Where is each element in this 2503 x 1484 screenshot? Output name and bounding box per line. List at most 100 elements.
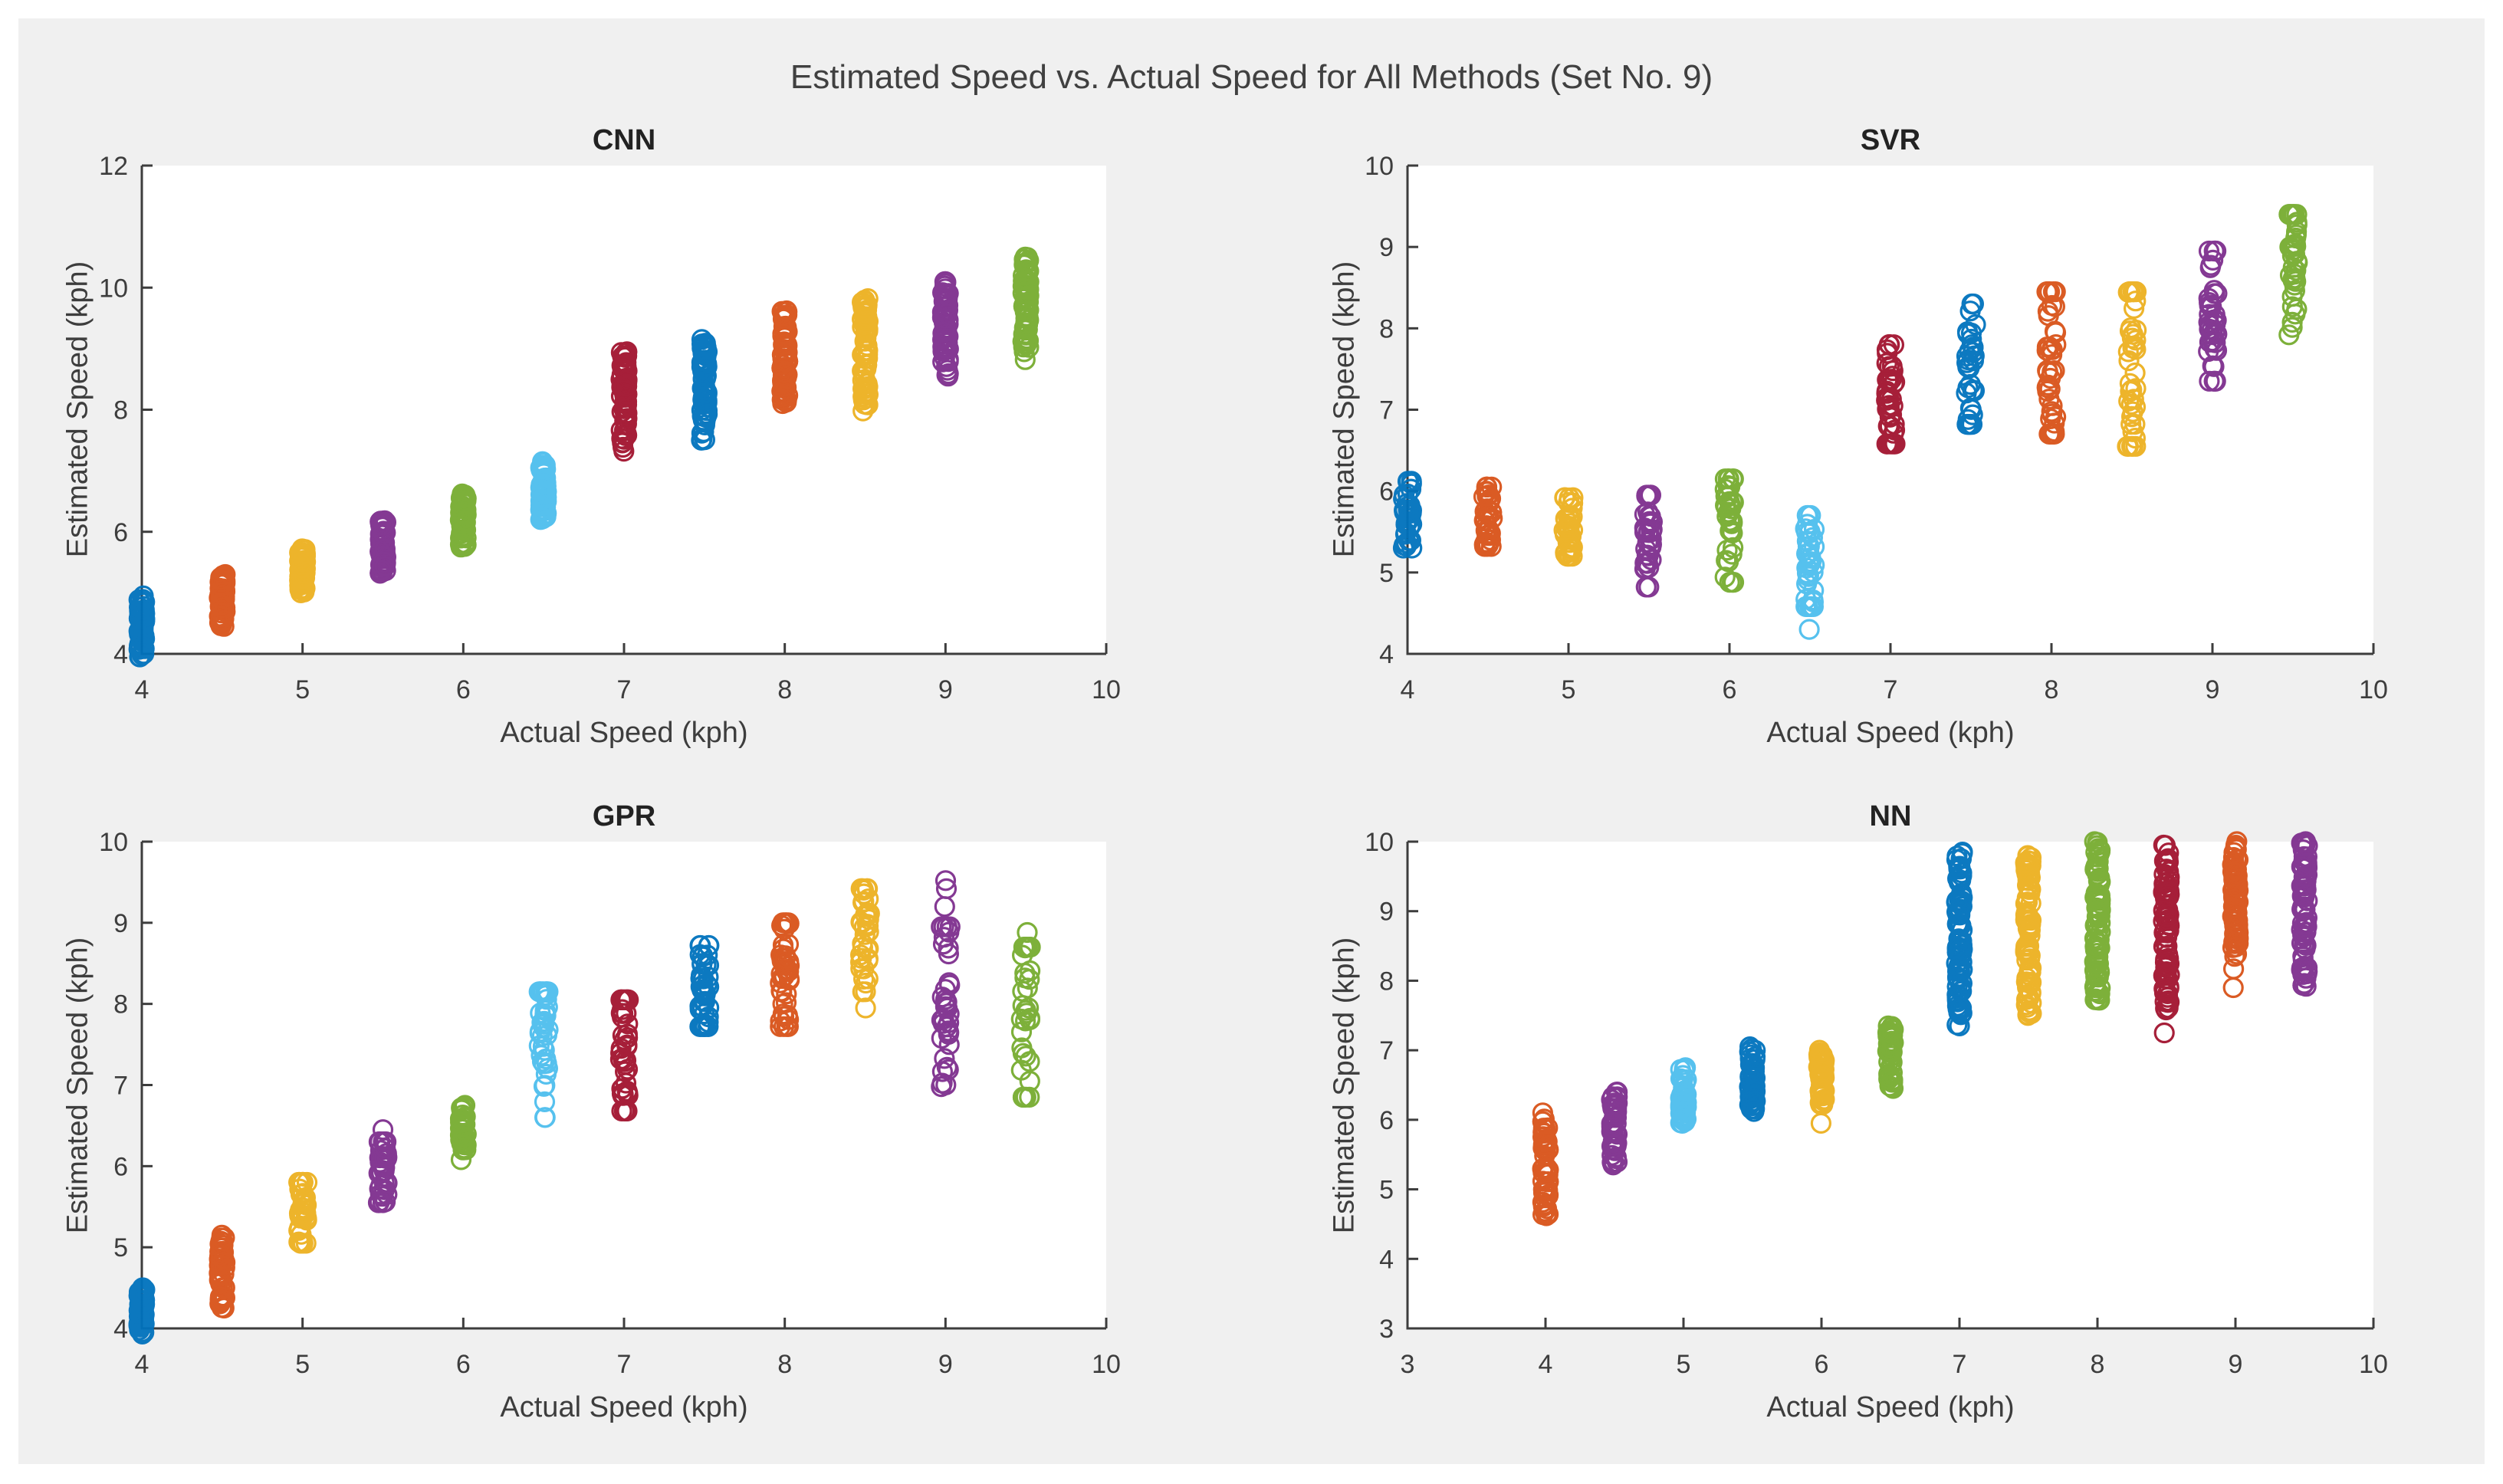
cluster-x9.5 [2291, 831, 2318, 997]
cluster-x4.5 [209, 1224, 236, 1319]
tick-labels: 3 4 5 6 7 8 9 10 3 4 5 6 7 8 9 10 [1365, 828, 2388, 1379]
cluster-x4 [128, 1277, 156, 1345]
x-tick-label: 9 [2206, 675, 2220, 704]
x-tick-label: 5 [1562, 675, 1576, 704]
axes [1406, 164, 2375, 655]
outlier-point [935, 878, 958, 900]
x-axis-label-svr: Actual Speed (kph) [1766, 717, 2015, 749]
x-tick-label: 10 [2359, 1350, 2388, 1379]
cluster-x4.5 [1473, 476, 1503, 557]
x-tick-label: 9 [2229, 1350, 2243, 1379]
figure-title: Estimated Speed vs. Actual Speed for All… [790, 58, 1713, 96]
cluster-x9 [2222, 831, 2249, 999]
cluster-x9.5 [1010, 921, 1041, 1108]
y-axis-label-nn: Estimated Speed (kph) [1328, 937, 1361, 1234]
subplot-title-gpr: GPR [592, 800, 656, 832]
cluster-x6.5 [1877, 1015, 1904, 1099]
y-tick-label: 6 [1379, 1106, 1394, 1135]
cluster-x9.5 [1012, 246, 1040, 370]
cluster-x7.5 [1956, 293, 1986, 435]
cluster-x8 [2084, 831, 2111, 1011]
cluster-x4 [1532, 1102, 1559, 1226]
y-tick-label: 4 [1379, 640, 1394, 669]
subplot-gpr: 4 5 6 7 8 9 10 4 5 6 7 8 9 10 [99, 828, 1121, 1379]
cluster-x4 [1392, 471, 1423, 559]
y-tick-label: 6 [1379, 478, 1394, 507]
cluster-x7.5 [2015, 845, 2042, 1026]
cluster-x5.5 [1739, 1036, 1766, 1122]
x-tick-label: 9 [938, 1350, 953, 1379]
cluster-x8.5 [851, 288, 879, 422]
y-tick-label: 6 [113, 518, 128, 547]
y-tick-label: 7 [1379, 396, 1394, 425]
x-tick-label: 8 [2091, 1350, 2105, 1379]
x-axis-label-nn: Actual Speed (kph) [1766, 1391, 2015, 1423]
y-tick-label: 9 [1379, 898, 1394, 927]
cluster-x7 [610, 341, 638, 462]
outlier-point [1014, 349, 1036, 370]
x-tick-label: 4 [1539, 1350, 1553, 1379]
x-tick-label: 9 [938, 675, 953, 704]
cluster-x8.5 [2117, 281, 2147, 457]
outlier-point [2153, 1022, 2175, 1044]
outlier-point [1810, 1112, 1831, 1134]
cluster-x4 [128, 585, 156, 668]
subplot-cnn: 4 5 6 7 8 9 10 4 6 8 10 12 [99, 152, 1121, 704]
x-tick-label: 8 [2045, 675, 2059, 704]
y-tick-label: 10 [99, 828, 128, 857]
cluster-x9 [2198, 240, 2228, 392]
axes [1406, 840, 2375, 1330]
y-tick-label: 8 [113, 396, 128, 425]
x-tick-label: 6 [456, 1350, 471, 1379]
x-axis-label-gpr: Actual Speed (kph) [500, 1391, 748, 1423]
outlier-point [2223, 958, 2245, 980]
cluster-x8.5 [849, 878, 880, 1019]
y-tick-label: 7 [113, 1072, 128, 1101]
cluster-x6 [1808, 1039, 1835, 1134]
outlier-point [855, 997, 876, 1019]
y-tick-label: 3 [1379, 1315, 1394, 1344]
subplot-nn: 3 4 5 6 7 8 9 10 3 4 5 6 7 8 9 10 [1365, 828, 2388, 1379]
cluster-x5 [289, 538, 317, 604]
outlier-point [852, 400, 874, 422]
cluster-x5 [1670, 1057, 1697, 1134]
y-tick-label: 4 [113, 640, 128, 669]
cluster-x7 [1946, 841, 1973, 1037]
cluster-x6 [449, 1095, 477, 1170]
cluster-x7.5 [689, 934, 720, 1037]
y-tick-label: 4 [1379, 1245, 1394, 1274]
cluster-x6.5 [530, 451, 557, 530]
tick-labels: 4 5 6 7 8 9 10 4 5 6 7 8 9 10 [99, 828, 1121, 1379]
outlier-point [935, 870, 957, 891]
x-tick-label: 7 [617, 675, 632, 704]
cluster-x6.5 [1795, 504, 1825, 640]
cluster-x9 [931, 271, 959, 387]
y-tick-label: 9 [1379, 233, 1394, 262]
y-tick-label: 8 [113, 990, 128, 1019]
y-axis-label-svr: Estimated Speed (kph) [1328, 261, 1361, 558]
x-tick-label: 5 [1677, 1350, 1691, 1379]
y-tick-label: 10 [1365, 152, 1394, 181]
x-tick-label: 3 [1401, 1350, 1415, 1379]
cluster-x4.5 [1601, 1081, 1628, 1176]
x-tick-label: 7 [1884, 675, 1898, 704]
subplot-title-nn: NN [1869, 800, 1912, 832]
outlier-point [450, 1149, 472, 1170]
cluster-x5.5 [1634, 484, 1663, 598]
y-tick-label: 7 [1379, 1036, 1394, 1065]
x-axis-label-cnn: Actual Speed (kph) [500, 717, 748, 749]
x-tick-label: 7 [617, 1350, 632, 1379]
x-tick-label: 8 [777, 1350, 792, 1379]
subplot-svr: 4 5 6 7 8 9 10 4 5 6 7 8 9 10 [1365, 152, 2388, 704]
y-tick-label: 6 [113, 1152, 128, 1181]
x-tick-label: 4 [135, 675, 149, 704]
cluster-x5 [288, 1171, 318, 1254]
tick-labels: 4 5 6 7 8 9 10 4 5 6 7 8 9 10 [1365, 152, 2388, 704]
cluster-x4.5 [209, 563, 236, 637]
y-tick-label: 10 [1365, 828, 1394, 857]
outlier-point [1798, 619, 1820, 640]
y-tick-label: 4 [113, 1315, 128, 1344]
cluster-x7 [1876, 334, 1906, 455]
